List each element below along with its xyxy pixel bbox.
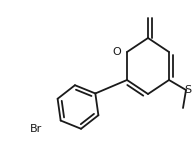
Text: O: O xyxy=(113,47,121,57)
Text: Br: Br xyxy=(30,124,42,134)
Text: S: S xyxy=(184,85,191,95)
